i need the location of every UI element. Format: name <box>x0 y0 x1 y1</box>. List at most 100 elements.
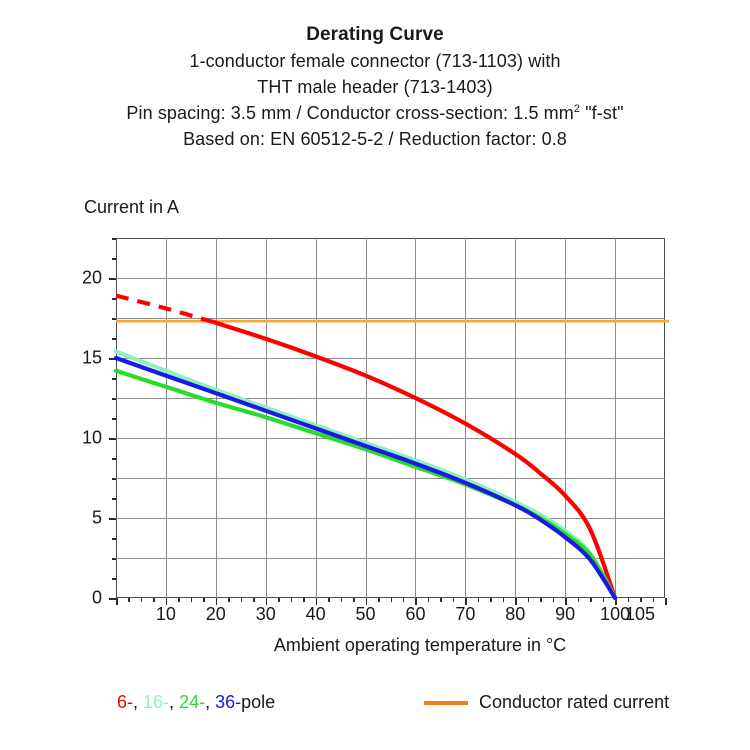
x-tick-minor <box>652 598 655 602</box>
y-tick-minor <box>112 498 116 500</box>
x-tick-major <box>465 598 467 605</box>
grid-line-vertical <box>615 238 617 598</box>
plot-area: 0 5 10 15 20 10 20 30 40 50 60 70 80 90 100 105 <box>82 238 669 624</box>
x-tick-minor <box>303 598 305 602</box>
chart-subtitle-line-1: 1-conductor female connector (713-1103) … <box>189 51 561 71</box>
y-tick-label: 5 <box>91 507 102 528</box>
x-tick-minor <box>552 598 555 602</box>
y-tick-major <box>109 438 116 440</box>
y-tick-minor <box>112 318 116 320</box>
x-tick-minor <box>502 598 505 602</box>
y-tick-label: 15 <box>81 347 102 368</box>
x-tick-minor <box>440 598 442 602</box>
y-tick-major <box>109 598 116 600</box>
chart-title: Derating Curve <box>306 24 444 45</box>
grid-line-horizontal <box>116 478 665 479</box>
x-tick-major <box>665 598 667 605</box>
x-tick-major <box>415 598 417 605</box>
x-tick-label: 90 <box>555 604 576 624</box>
x-tick-major <box>165 598 168 605</box>
y-tick-minor <box>112 338 116 340</box>
y-tick-label: 10 <box>81 427 102 448</box>
chart-title-block: Derating Curve 1-conductor female connec… <box>0 22 750 152</box>
x-tick-major <box>365 598 368 605</box>
square-superscript: 2 <box>573 103 581 115</box>
y-tick-minor <box>112 418 116 420</box>
x-tick-label: 60 <box>405 604 426 624</box>
x-tick-label: 70 <box>455 604 476 624</box>
x-tick-minor <box>402 598 405 602</box>
x-tick-minor <box>128 598 130 602</box>
x-tick-minor <box>602 598 605 602</box>
legend-separator: , <box>205 692 216 712</box>
chart-subtitle-line-2: THT male header (713-1403) <box>257 77 493 97</box>
legend-pole-suffix: pole <box>241 692 276 712</box>
y-tick-major <box>109 518 116 520</box>
x-tick-minor <box>527 598 530 602</box>
chart-legend: 6-, 16-, 24-, 36-pole Conductor rated cu… <box>0 692 750 722</box>
x-tick-minor <box>190 598 193 602</box>
grid-line-vertical <box>515 238 517 598</box>
curve-6-pole-dashed <box>115 293 212 324</box>
x-tick-label: 100 <box>600 604 631 624</box>
grid-line-vertical <box>465 238 467 598</box>
x-tick-label: 40 <box>305 604 326 624</box>
x-tick-major <box>265 598 268 605</box>
grid-line-vertical <box>215 238 217 598</box>
x-tick-minor <box>627 598 630 602</box>
x-tick-label: 50 <box>355 604 376 624</box>
x-tick-minor <box>452 598 455 602</box>
x-tick-label: 80 <box>505 604 526 624</box>
grid-line-horizontal <box>116 558 665 559</box>
x-tick-minor <box>490 598 492 602</box>
y-tick-minor <box>112 538 116 540</box>
y-tick-major <box>109 358 116 360</box>
x-tick-major <box>615 598 617 605</box>
x-tick-minor <box>378 598 380 602</box>
x-tick-major <box>565 598 567 605</box>
x-tick-minor <box>540 598 542 602</box>
x-tick-minor <box>640 598 642 602</box>
legend-rated-label: Conductor rated current <box>479 692 670 712</box>
y-axis-title: Current in A <box>84 197 180 217</box>
legend-rated-current: Conductor rated current <box>424 692 669 713</box>
x-tick-label: 30 <box>255 604 276 624</box>
x-tick-minor <box>178 598 180 602</box>
x-tick-major <box>515 598 517 605</box>
grid-line-vertical <box>415 238 417 598</box>
grid-line-vertical <box>565 238 567 598</box>
x-axis-title: Ambient operating temperature in °C <box>273 635 567 655</box>
x-tick-minor <box>153 598 155 602</box>
y-tick-minor <box>112 578 116 580</box>
chart-subtitle-line-3: Pin spacing: 3.5 mm / Conductor cross-se… <box>0 100 750 126</box>
y-tick-minor <box>112 478 116 480</box>
curve-6-pole <box>208 318 618 601</box>
x-tick-minor <box>353 598 355 602</box>
grid-line-horizontal <box>116 398 665 399</box>
curve-36-pole <box>113 355 618 601</box>
grid-line-horizontal <box>116 358 665 359</box>
grid-line-vertical <box>165 238 167 598</box>
curve-layer <box>113 293 669 601</box>
y-tick-minor <box>112 378 116 380</box>
y-tick-minor <box>112 238 116 240</box>
curve-16-pole <box>113 349 618 601</box>
legend-separator: , <box>133 692 144 712</box>
legend-separator: , <box>169 692 180 712</box>
x-tick-minor <box>340 598 343 602</box>
x-tick-minor <box>203 598 205 602</box>
grid-line-horizontal <box>116 438 665 439</box>
curve-24-pole <box>113 368 618 601</box>
y-tick-minor <box>112 258 116 260</box>
x-tick-minor <box>290 598 293 602</box>
x-tick-minor <box>390 598 392 602</box>
legend-pole-24: 24- <box>179 692 206 712</box>
x-tick-minor <box>590 598 592 602</box>
legend-pole-16: 16- <box>143 692 170 712</box>
x-tick-minor <box>577 598 580 602</box>
x-tick-minor <box>140 598 143 602</box>
x-tick-major <box>116 598 118 605</box>
x-tick-major <box>315 598 318 605</box>
x-tick-minor <box>477 598 480 602</box>
